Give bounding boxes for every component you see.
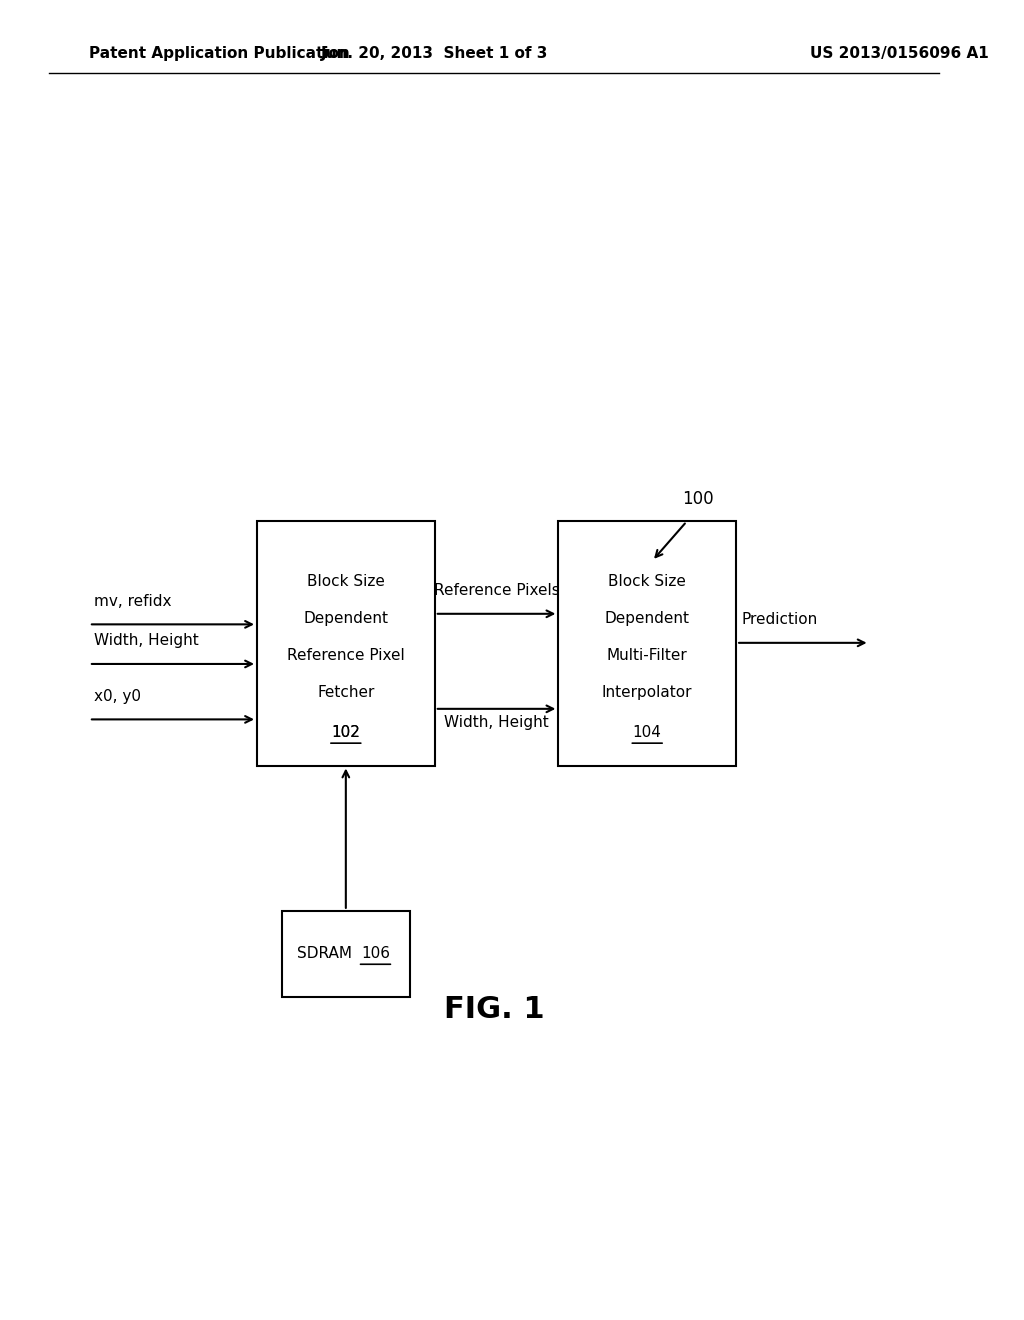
- Text: Prediction: Prediction: [741, 612, 817, 627]
- Text: Jun. 20, 2013  Sheet 1 of 3: Jun. 20, 2013 Sheet 1 of 3: [322, 46, 549, 61]
- Text: Width, Height: Width, Height: [94, 634, 199, 648]
- Text: Fetcher: Fetcher: [317, 685, 375, 700]
- Text: SDRAM: SDRAM: [297, 946, 351, 961]
- Text: Dependent: Dependent: [303, 611, 388, 626]
- FancyBboxPatch shape: [282, 911, 410, 997]
- Text: mv, refidx: mv, refidx: [94, 594, 171, 609]
- Text: Patent Application Publication: Patent Application Publication: [89, 46, 349, 61]
- Text: Reference Pixel: Reference Pixel: [287, 648, 404, 663]
- Text: Block Size: Block Size: [608, 574, 686, 589]
- Text: FIG. 1: FIG. 1: [443, 995, 545, 1024]
- Text: Width, Height: Width, Height: [444, 715, 549, 730]
- FancyBboxPatch shape: [558, 521, 736, 766]
- Text: x0, y0: x0, y0: [94, 689, 141, 704]
- Text: 106: 106: [361, 946, 390, 961]
- Text: Reference Pixels: Reference Pixels: [433, 583, 559, 598]
- Text: 104: 104: [633, 725, 662, 741]
- Text: Interpolator: Interpolator: [602, 685, 692, 700]
- Text: 102: 102: [332, 725, 360, 741]
- FancyBboxPatch shape: [257, 521, 435, 766]
- Text: Multi-Filter: Multi-Filter: [607, 648, 687, 663]
- Text: 102: 102: [332, 725, 360, 741]
- Text: Dependent: Dependent: [605, 611, 690, 626]
- Text: 100: 100: [682, 490, 714, 508]
- Text: US 2013/0156096 A1: US 2013/0156096 A1: [810, 46, 989, 61]
- Text: Block Size: Block Size: [307, 574, 385, 589]
